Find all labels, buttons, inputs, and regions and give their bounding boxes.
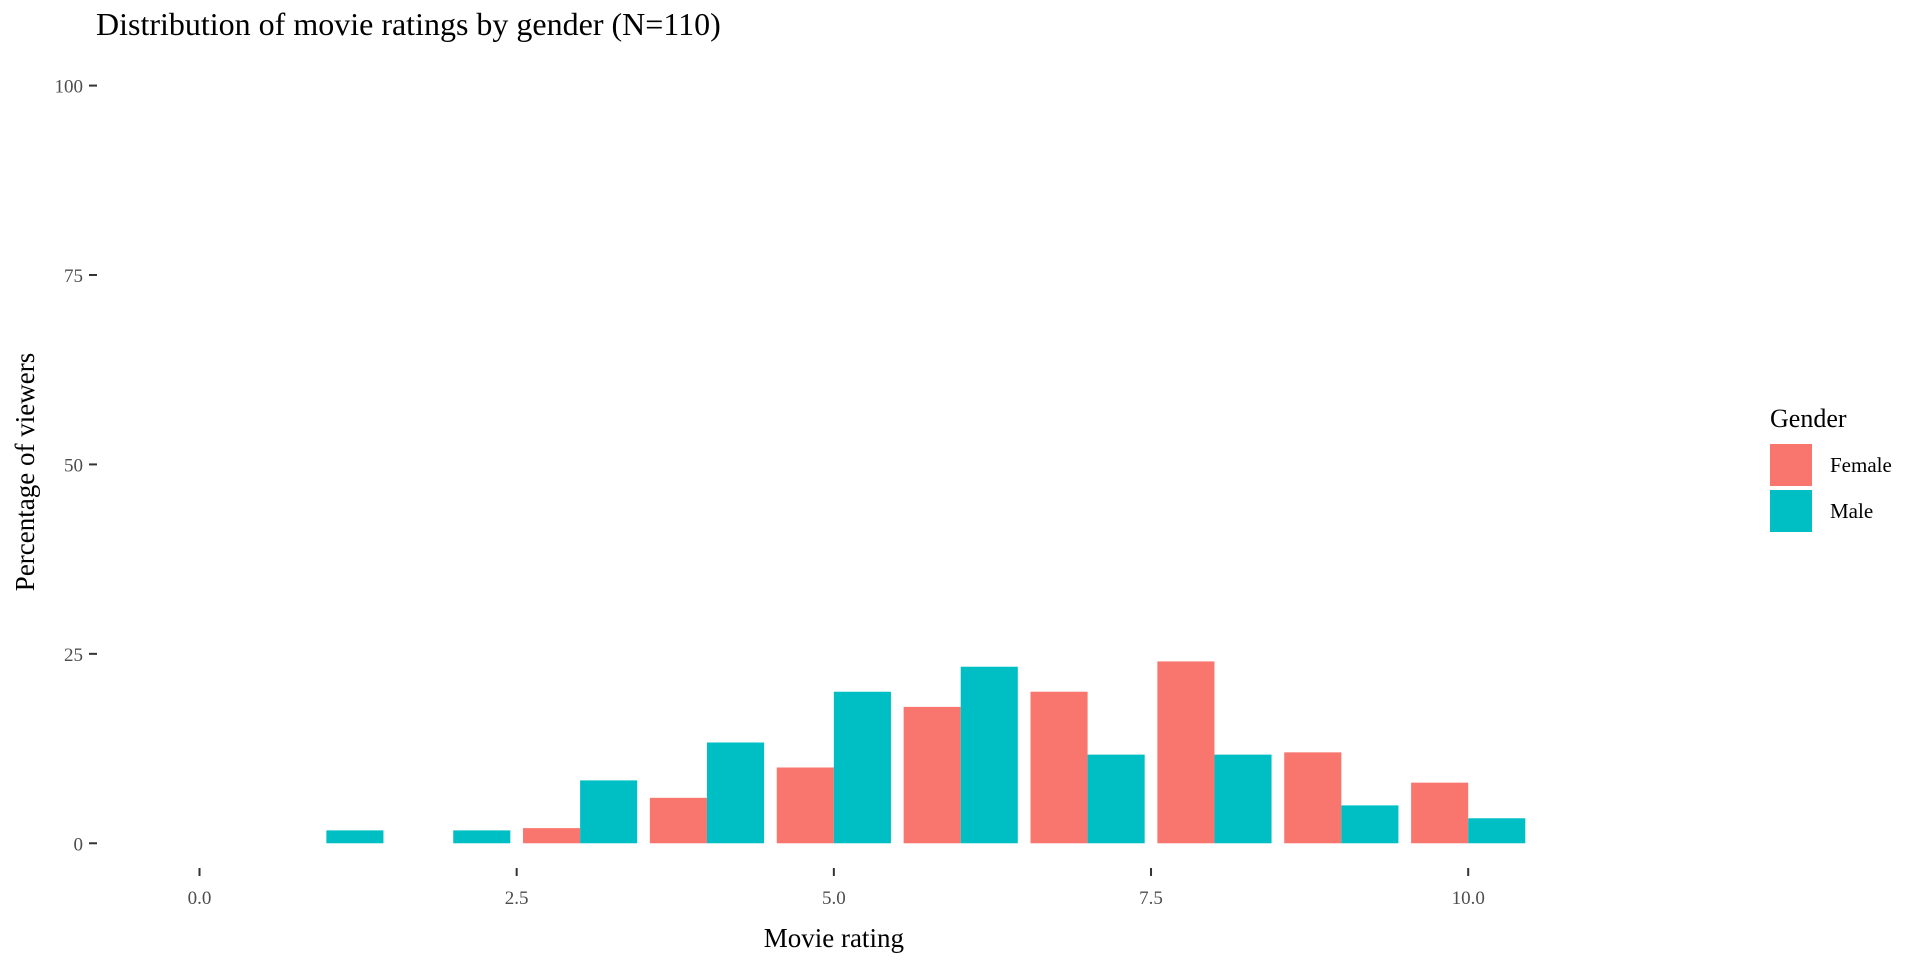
x-tick-label-5.0: 5.0 xyxy=(822,888,846,909)
y-axis-title: Percentage of viewers xyxy=(10,353,40,591)
bar-female-9 xyxy=(1284,752,1342,844)
bar-female-5 xyxy=(776,767,834,844)
x-tick-label-0.0: 0.0 xyxy=(188,888,212,909)
bar-female-10 xyxy=(1411,782,1469,844)
bar-male-2 xyxy=(453,830,511,844)
bar-male-7 xyxy=(1087,754,1145,844)
bar-male-3 xyxy=(580,780,638,844)
bar-male-1 xyxy=(326,830,384,844)
x-axis-title: Movie rating xyxy=(764,923,904,953)
bar-male-4 xyxy=(706,742,765,844)
bar-male-10 xyxy=(1468,818,1526,844)
bar-male-9 xyxy=(1341,805,1399,844)
x-tick-label-10.0: 10.0 xyxy=(1452,888,1485,909)
y-tick-label-0: 0 xyxy=(74,834,84,855)
bar-male-8 xyxy=(1214,754,1272,844)
legend-label-male: Male xyxy=(1830,498,1874,523)
x-axis: 0.0 2.5 5.0 7.5 10.0 xyxy=(188,868,1485,909)
bar-female-6 xyxy=(903,706,961,844)
y-tick-label-50: 50 xyxy=(64,455,83,476)
bar-female-7 xyxy=(1030,691,1088,844)
x-tick-label-2.5: 2.5 xyxy=(505,888,529,909)
bar-female-4 xyxy=(649,797,707,844)
chart-title: Distribution of movie ratings by gender … xyxy=(96,6,721,42)
legend-title: Gender xyxy=(1770,404,1847,433)
y-tick-label-75: 75 xyxy=(64,266,83,287)
x-tick-label-7.5: 7.5 xyxy=(1139,888,1163,909)
legend-label-female: Female xyxy=(1830,452,1892,477)
legend-key-male xyxy=(1770,490,1812,532)
y-tick-label-25: 25 xyxy=(64,645,83,666)
y-tick-label-100: 100 xyxy=(55,77,84,98)
bar-male-6 xyxy=(960,666,1018,844)
legend-item-male: Male xyxy=(1770,488,1892,534)
bar-male-5 xyxy=(833,691,891,844)
legend-key-female xyxy=(1770,444,1812,486)
bar-female-3 xyxy=(523,828,581,844)
y-axis: 0 25 50 75 100 xyxy=(55,77,97,855)
legend: Gender Female Male xyxy=(1770,404,1892,534)
bar-female-8 xyxy=(1157,661,1215,844)
legend-item-female: Female xyxy=(1770,442,1892,488)
bars xyxy=(326,661,1526,844)
